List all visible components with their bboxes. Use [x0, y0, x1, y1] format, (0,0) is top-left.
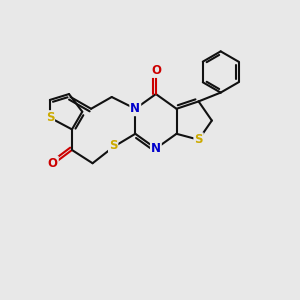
- Text: S: S: [109, 139, 117, 152]
- Text: O: O: [48, 157, 58, 170]
- Text: S: S: [46, 111, 54, 124]
- Text: N: N: [151, 142, 161, 155]
- Text: O: O: [151, 64, 161, 77]
- Text: N: N: [130, 102, 140, 115]
- Text: S: S: [194, 133, 203, 146]
